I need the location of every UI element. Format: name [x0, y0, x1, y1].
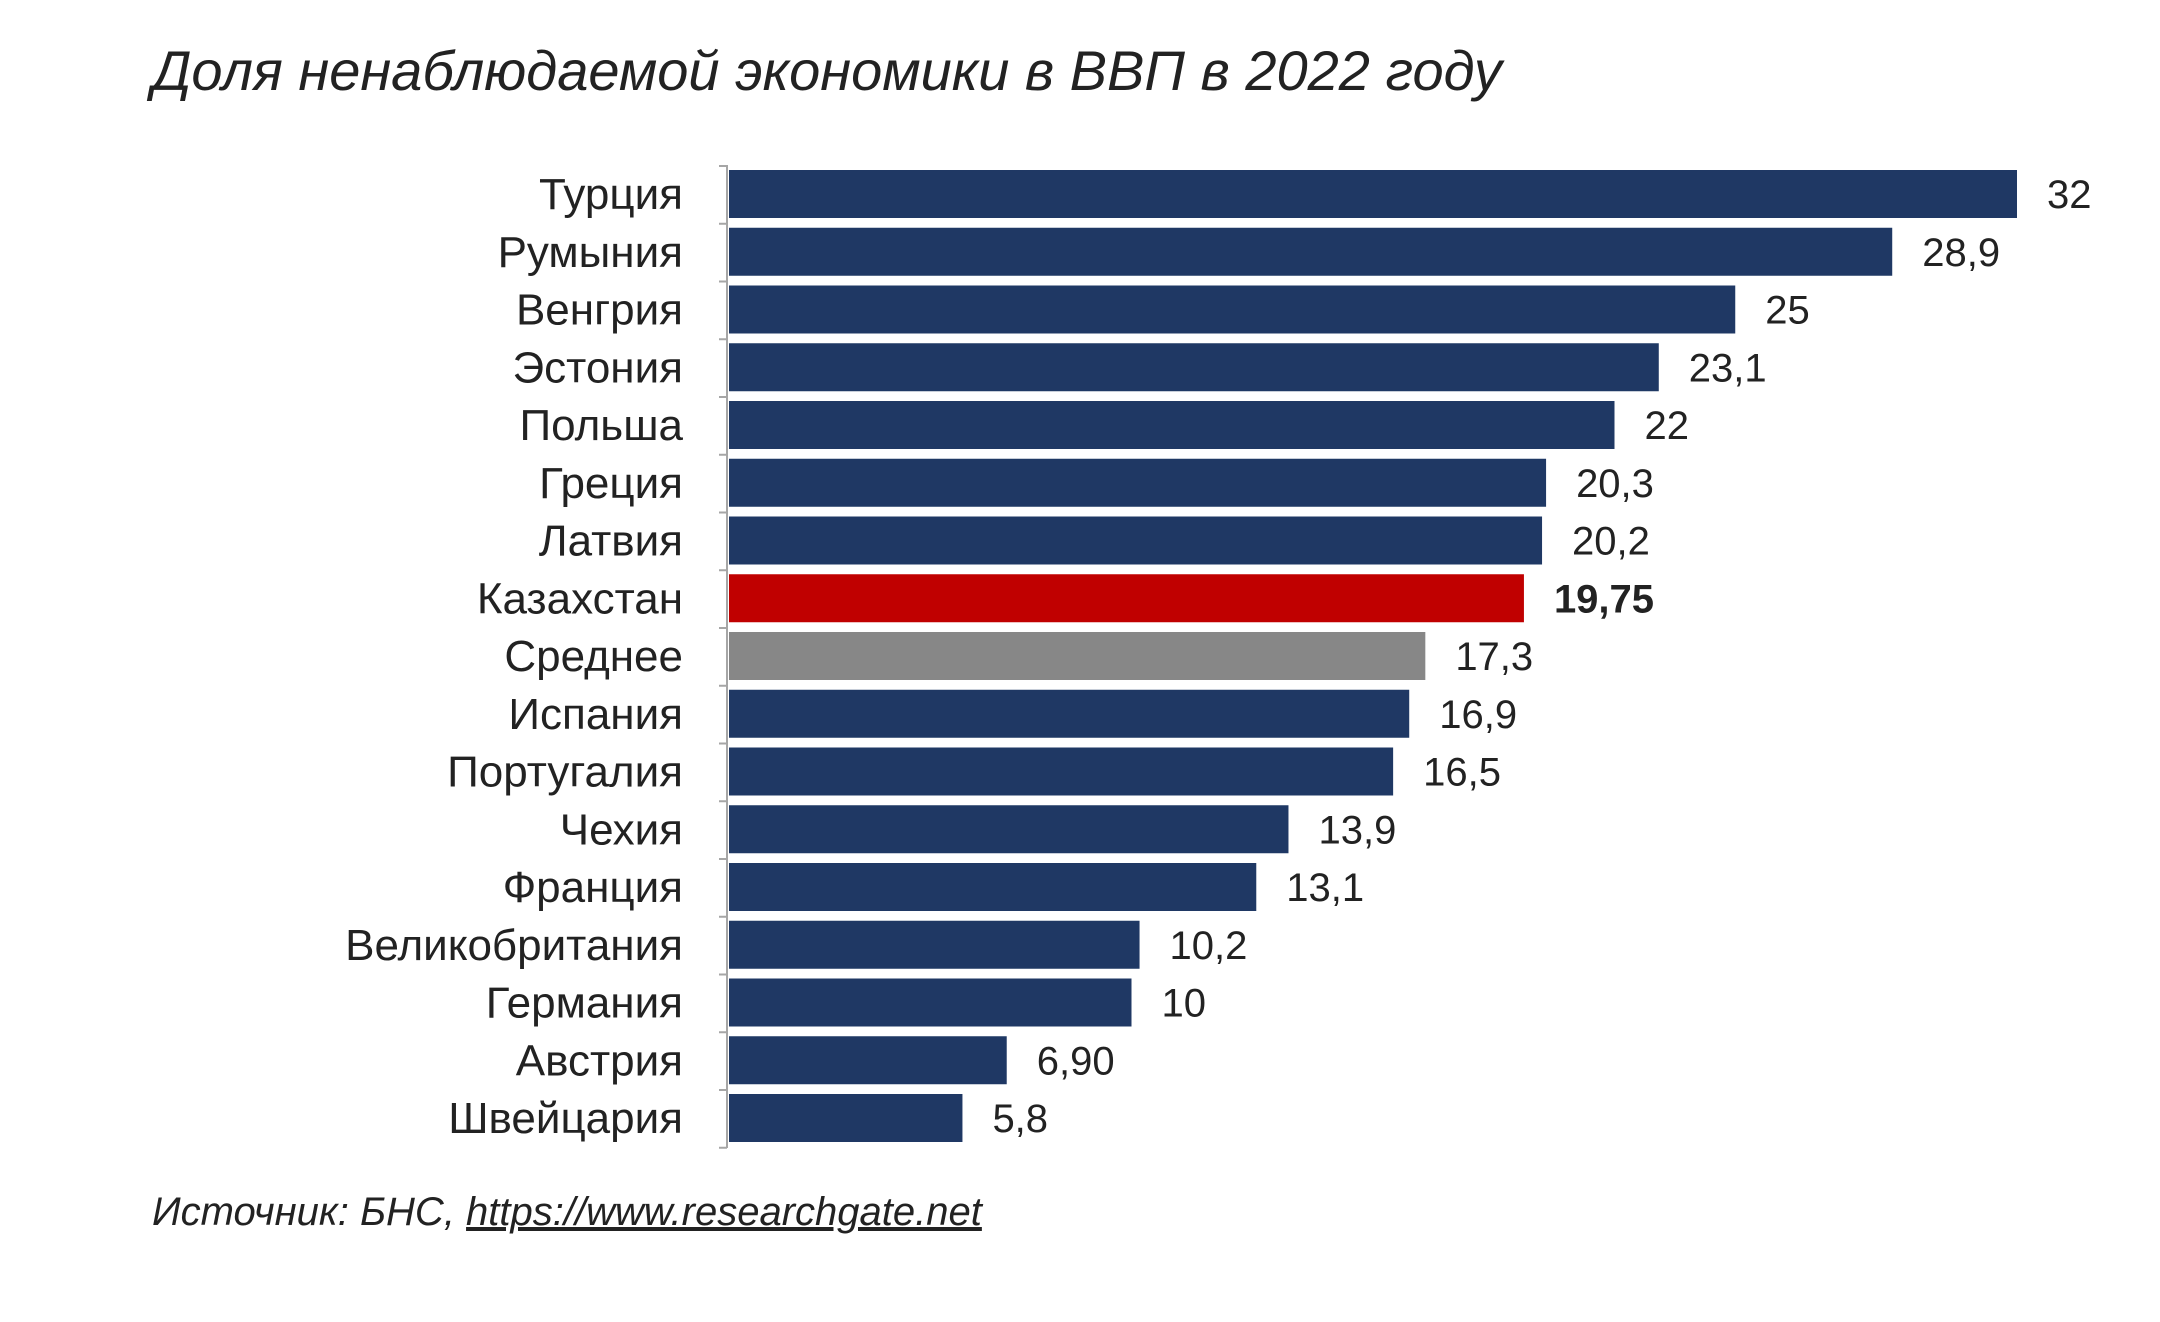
source-prefix: Источник: БНС, — [152, 1190, 467, 1234]
value-label: 17,3 — [1455, 635, 1533, 679]
category-labels: Турция Румыния Венгрия Эстония Польша Греция Л… — [345, 170, 683, 1143]
value-label: 20,3 — [1576, 462, 1654, 506]
category-label: Польша — [520, 401, 684, 450]
value-label: 10 — [1162, 982, 1207, 1026]
axis-ticks — [719, 165, 727, 1149]
bar-португалия — [729, 747, 1394, 796]
category-label: Португалия — [447, 748, 683, 797]
category-label: Чехия — [560, 805, 683, 854]
bar-турция — [729, 170, 2017, 218]
bar-швейцария — [729, 1094, 963, 1142]
bar-эстония — [729, 343, 1659, 392]
category-label: Казахстан — [477, 574, 683, 623]
category-label: Германия — [486, 979, 683, 1028]
value-label: 28,9 — [1922, 231, 2000, 275]
category-label: Великобритания — [345, 921, 683, 970]
value-label: 19,75 — [1554, 577, 1654, 621]
bar-среднее — [729, 632, 1426, 680]
chart-title: Доля ненаблюдаемой экономики в ВВП в 202… — [152, 39, 1502, 102]
value-label: 16,9 — [1439, 693, 1517, 737]
category-label: Греция — [539, 459, 683, 508]
category-label: Испания — [508, 690, 683, 739]
category-label: Турция — [539, 170, 683, 219]
category-label: Среднее — [504, 632, 683, 681]
category-label: Франция — [503, 863, 683, 912]
bar-венгрия — [729, 285, 1736, 334]
bar-австрия — [729, 1036, 1007, 1085]
value-label: 23,1 — [1689, 346, 1767, 390]
value-label: 22 — [1645, 404, 1690, 448]
value-label: 6,90 — [1037, 1039, 1115, 1083]
category-label: Эстония — [513, 343, 683, 392]
bar-испания — [729, 689, 1410, 738]
bar-латвия — [729, 516, 1543, 565]
bar-румыния — [729, 227, 1893, 276]
value-labels: 32 28,9 25 23,1 22 20,3 20,2 19,75 17,3 16,9 16,5 1… — [992, 173, 2091, 1141]
bars — [729, 170, 2017, 1142]
value-label: 10,2 — [1170, 924, 1248, 968]
source-note: Источник: БНС, https://www.researchgate.… — [152, 1190, 982, 1235]
value-label: 32 — [2047, 173, 2092, 217]
category-label: Румыния — [498, 228, 683, 277]
bar-греция — [729, 458, 1547, 507]
value-label: 13,9 — [1318, 808, 1396, 852]
bar-франция — [729, 863, 1257, 911]
bar-великобритания — [729, 920, 1140, 969]
value-label: 20,2 — [1572, 520, 1650, 564]
value-label: 25 — [1765, 289, 1810, 333]
value-label: 13,1 — [1286, 866, 1364, 910]
bar-казахстан — [729, 574, 1524, 623]
bar-чехия — [729, 805, 1289, 854]
value-label: 5,8 — [992, 1097, 1048, 1141]
category-label: Австрия — [516, 1036, 683, 1085]
category-label: Швейцария — [448, 1094, 683, 1143]
category-label: Венгрия — [516, 286, 683, 335]
bar-польша — [729, 401, 1615, 449]
source-link[interactable]: https://www.researchgate.net — [466, 1190, 982, 1234]
value-label: 16,5 — [1423, 751, 1501, 795]
bar-германия — [729, 978, 1132, 1027]
category-label: Латвия — [539, 517, 683, 566]
